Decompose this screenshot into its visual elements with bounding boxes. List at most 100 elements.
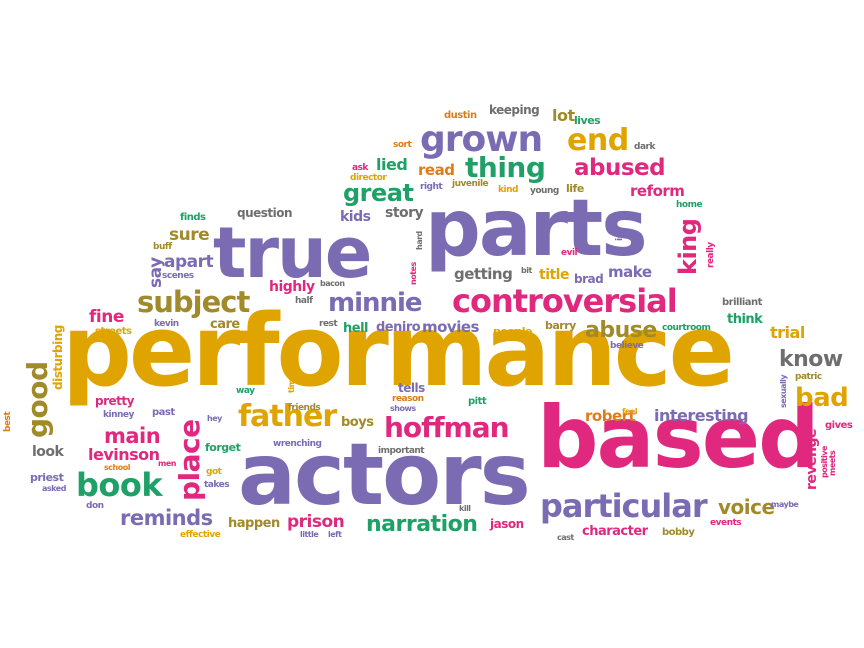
word-apart: apart	[164, 252, 214, 272]
word-sure: sure	[169, 225, 210, 245]
word-parts: parts	[425, 184, 648, 274]
word-brilliant: brilliant	[722, 297, 762, 308]
word-important: important	[378, 446, 425, 456]
word-hoffman: hoffman	[384, 411, 510, 444]
word-past: past	[152, 407, 175, 418]
word-based: based	[537, 388, 820, 488]
word-notes: notes	[409, 262, 418, 285]
word-question: question	[237, 206, 293, 220]
word-controversial: controversial	[452, 282, 678, 320]
word-fine: fine	[89, 307, 124, 327]
word-pitt: pitt	[468, 396, 487, 407]
word-got: got	[206, 467, 222, 477]
word-movies: movies	[422, 318, 479, 336]
word-main: main	[104, 424, 161, 448]
word-particular: particular	[540, 487, 708, 525]
word-time: time	[287, 374, 296, 393]
word-levinson: levinson	[88, 445, 160, 464]
word-feel: feel	[622, 407, 638, 416]
word-home: home	[676, 200, 703, 210]
word-voice: voice	[718, 495, 775, 519]
word-dark: dark	[634, 142, 655, 152]
word-wrenching: wrenching	[273, 439, 322, 449]
word-book: book	[76, 466, 163, 504]
word-scenes: scenes	[162, 271, 194, 281]
word-highly: highly	[269, 279, 315, 295]
word-performance: performance	[62, 294, 735, 410]
word-bobby: bobby	[662, 527, 695, 538]
word-priest: priest	[30, 471, 64, 484]
word-bad: bad	[795, 383, 849, 413]
word-sort: sort	[393, 140, 412, 150]
word-brad: brad	[574, 272, 604, 286]
word-reason: reason	[392, 394, 424, 404]
word-kids: kids	[340, 209, 371, 225]
word-father: father	[238, 399, 337, 434]
word-effective: effective	[180, 530, 221, 540]
word-juvenile: juvenile	[452, 179, 489, 189]
word-come: come	[455, 334, 478, 343]
word-director: director	[350, 173, 387, 183]
word-dustin: dustin	[444, 110, 477, 121]
word-life: life	[566, 182, 584, 195]
word-kill: kill	[459, 504, 471, 513]
word-end: end	[567, 123, 629, 158]
word-bit: bit	[521, 266, 532, 275]
word-kevin: kevin	[154, 319, 179, 329]
word-revenge: revenge	[804, 428, 820, 490]
word-tells: tells	[398, 381, 425, 395]
word-lives: lives	[574, 114, 601, 127]
word-true: true	[213, 212, 372, 294]
word-events: events	[710, 518, 742, 528]
word-friends: friends	[288, 403, 321, 413]
word-boys: boys	[341, 415, 374, 430]
word-courtroom: courtroom	[662, 323, 711, 333]
word-trial: trial	[770, 323, 805, 342]
word-think: think	[727, 312, 763, 327]
word-great: great	[343, 179, 414, 207]
word-know: know	[779, 347, 843, 372]
word-thing: thing	[465, 151, 546, 184]
word-kind: kind	[498, 185, 518, 195]
word-best: best	[3, 411, 13, 432]
word-don: don	[86, 501, 104, 511]
word-lot: lot	[552, 106, 575, 125]
word-reminds: reminds	[120, 506, 213, 530]
word-really: really	[706, 242, 716, 268]
word-streets: streets	[95, 326, 132, 337]
word-make: make	[608, 263, 652, 281]
word-shows: shows	[390, 404, 416, 413]
word-patric: patric	[795, 372, 822, 382]
word-grown: grown	[420, 119, 543, 160]
word-bacon: bacon	[320, 279, 345, 288]
word-maybe: maybe	[771, 500, 799, 509]
word-positive: positive	[820, 446, 829, 478]
word-half: half	[295, 296, 313, 306]
word-disturbing: disturbing	[51, 325, 65, 390]
word-care: care	[210, 317, 240, 332]
word-meets: meets	[828, 450, 837, 476]
word-kinney: kinney	[103, 410, 134, 420]
word-gives: gives	[825, 420, 853, 431]
word-hey: hey	[207, 414, 222, 423]
word-read: read	[418, 161, 455, 179]
word-ask: ask	[352, 163, 368, 173]
word-character: character	[582, 524, 648, 539]
word-men: men	[158, 459, 176, 468]
word-minnie: minnie	[328, 288, 423, 318]
word-abuse: abuse	[585, 318, 657, 343]
word-jason: jason	[490, 517, 524, 531]
word-believe: believe	[610, 341, 644, 351]
word-young: young	[530, 186, 559, 196]
word-good: good	[21, 361, 54, 438]
word-hell: hell	[343, 321, 368, 336]
word-left: left	[328, 530, 342, 539]
word-happen: happen	[228, 516, 280, 531]
word-look: look	[32, 444, 64, 460]
word-finds: finds	[180, 212, 206, 223]
word-king: king	[674, 218, 702, 275]
word-story: story	[385, 205, 424, 221]
word-rest: rest	[319, 319, 338, 329]
word-sexually: sexually	[779, 374, 788, 408]
